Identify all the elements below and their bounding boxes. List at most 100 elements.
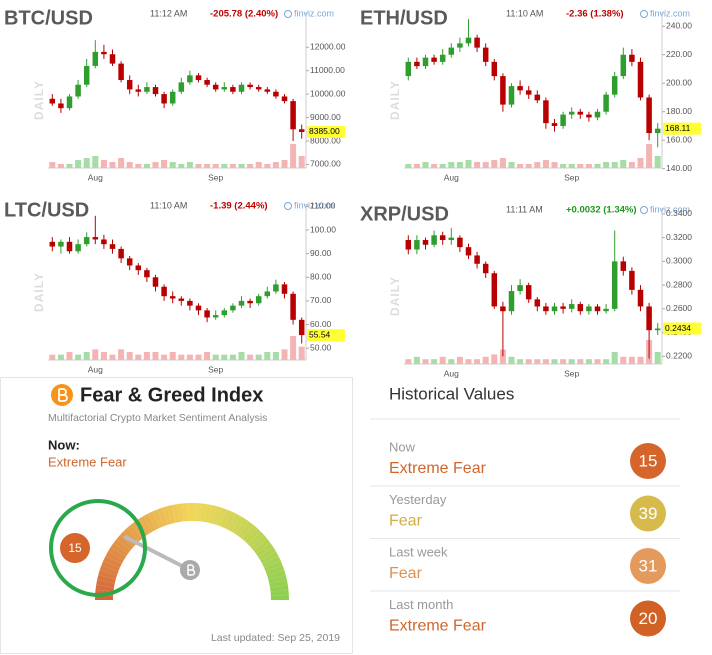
volume-bar: [143, 352, 150, 360]
gauge-arc: [105, 551, 124, 565]
candle-body: [109, 244, 116, 249]
volume-bar: [439, 164, 446, 168]
candle-body: [118, 63, 124, 81]
y-tick-label: 10000.00: [310, 88, 346, 98]
gauge-arc: [152, 509, 164, 528]
candle-body: [273, 91, 279, 97]
volume-bar: [281, 349, 288, 360]
candle-body: [83, 237, 90, 245]
volume-bar: [620, 356, 627, 364]
y-tick-label: 140.00: [666, 163, 692, 173]
candle-body: [534, 299, 541, 307]
volume-bar: [517, 164, 524, 168]
last-price-box: [307, 125, 345, 138]
gauge-arc: [95, 584, 114, 592]
volume-bar: [135, 164, 142, 168]
candle-body: [101, 239, 107, 245]
row-value-circle: [630, 600, 666, 637]
volume-bar: [560, 164, 567, 168]
volume-bar: [195, 164, 202, 168]
volume-bar: [456, 162, 463, 168]
y-tick-label: 70.00: [310, 295, 332, 305]
row-label: Now: [389, 439, 416, 454]
gauge-arc: [127, 524, 143, 542]
gauge-arc: [231, 515, 245, 534]
gauge-arc: [247, 531, 265, 548]
volume-bar: [75, 354, 82, 360]
volume-bar: [422, 162, 429, 168]
candle-body: [238, 300, 245, 306]
row-status: Fear: [389, 513, 423, 530]
historical-title: Historical Values: [389, 384, 514, 403]
volume-bar: [135, 354, 142, 360]
candle-body: [101, 51, 107, 55]
candle-body: [465, 247, 472, 256]
volume-bar: [465, 359, 472, 364]
gauge-arc: [269, 579, 288, 588]
candle-body: [144, 270, 150, 278]
candle-body: [525, 285, 532, 300]
y-tick-label: 60.00: [310, 319, 332, 329]
x-tick-label: Aug: [444, 172, 459, 182]
volume-bar: [290, 336, 297, 360]
gauge-arc: [255, 542, 274, 558]
period: DAILY: [388, 276, 402, 316]
gauge-arc: [234, 518, 250, 537]
candle-body: [654, 128, 661, 134]
volume-bar: [628, 162, 635, 168]
bitcoin-glyph: [58, 388, 68, 402]
source: finviz.com: [294, 8, 334, 18]
candle-body: [264, 89, 271, 92]
last-updated: Last updated: Sep 25, 2019: [211, 632, 340, 644]
gauge-arc: [171, 504, 180, 523]
volume-bar: [186, 354, 193, 360]
mini-chart: ETH/USD 11:10 AM -2.36 (1.38%) finviz.com DA…: [360, 7, 701, 182]
candle-body: [221, 87, 228, 90]
mini-chart: XRP/USD 11:11 AM +0.0032 (1.34%) finviz.com…: [360, 203, 701, 378]
volume-bar: [525, 164, 532, 168]
volume-bar: [272, 352, 279, 360]
row-value: 15: [639, 451, 658, 470]
volume-bar: [152, 162, 159, 168]
needle: [123, 535, 192, 572]
time: 11:10 AM: [506, 8, 543, 18]
row-label: Last month: [389, 597, 453, 612]
candle-body: [611, 76, 618, 95]
candle-body: [298, 129, 305, 132]
volume-bar: [212, 354, 219, 360]
gauge-arc: [97, 574, 116, 584]
volume-bar: [75, 160, 82, 168]
gauge-arc: [107, 547, 126, 561]
y-tick-label: 0.2600: [666, 303, 692, 313]
candle-body: [620, 54, 627, 77]
candle-body: [629, 54, 635, 62]
volume-bar: [298, 346, 305, 360]
candle-body: [439, 235, 446, 241]
candle-body: [118, 248, 124, 259]
candle-body: [560, 114, 566, 126]
gauge-arc: [143, 513, 157, 532]
source-icon: [640, 206, 648, 214]
volume-bar: [482, 162, 489, 168]
volume-bar: [229, 354, 236, 360]
volume-bar: [57, 354, 64, 360]
y-tick-label: 110.00: [310, 201, 336, 211]
volume-bar: [628, 356, 635, 364]
candle-body: [637, 61, 644, 98]
gauge-arc: [162, 506, 172, 525]
row-label: Last week: [389, 544, 448, 559]
volume-bar: [212, 164, 219, 168]
mini-chart: LTC/USD 11:10 AM -1.39 (2.44%) finviz.com DA…: [4, 199, 345, 374]
candle-body: [161, 286, 167, 297]
volume-bar: [611, 162, 618, 168]
gauge-arc: [253, 538, 271, 554]
candle-body: [255, 296, 262, 304]
candle-body: [221, 310, 228, 316]
y-tick-label: 200.00: [666, 77, 692, 87]
candle-body: [560, 306, 566, 309]
candle-body: [414, 61, 420, 67]
volume-bar: [577, 359, 584, 364]
volume-bar: [474, 359, 481, 364]
candle-body: [109, 54, 116, 64]
